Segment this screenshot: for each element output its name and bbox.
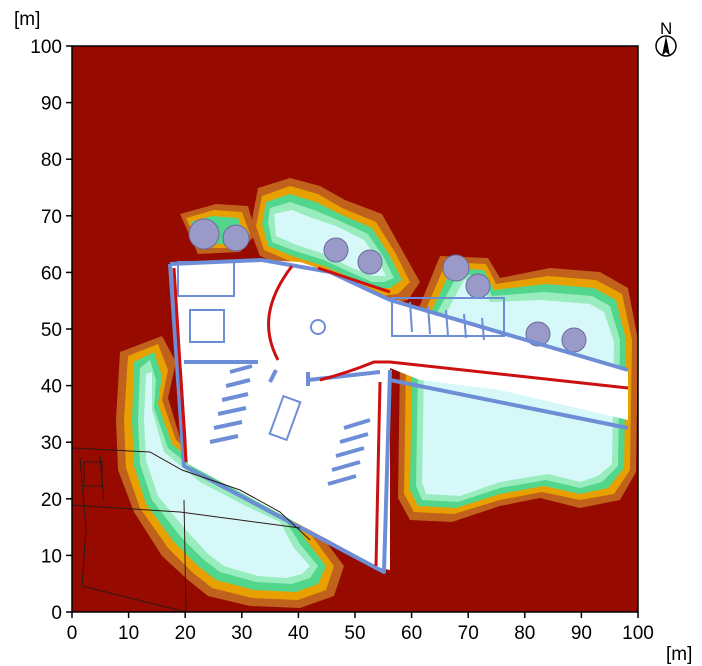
north-label: N bbox=[660, 19, 672, 38]
x-tick-label: 30 bbox=[231, 623, 252, 644]
y-tick-label: 70 bbox=[41, 207, 62, 228]
x-axis: 0 10 20 30 40 50 60 70 80 90 100 bbox=[67, 612, 654, 644]
building-details bbox=[177, 261, 505, 442]
x-tick-label: 50 bbox=[344, 623, 365, 644]
tree-icon bbox=[442, 254, 470, 282]
x-tick-label: 60 bbox=[401, 623, 422, 644]
y-tick-label: 100 bbox=[30, 37, 62, 58]
y-axis: 0 10 20 30 40 50 60 70 80 90 100 bbox=[30, 37, 72, 624]
building-area bbox=[170, 260, 628, 570]
x-tick-label: 20 bbox=[175, 623, 196, 644]
y-tick-label: 10 bbox=[41, 546, 62, 567]
tree-icon bbox=[323, 237, 349, 263]
y-tick-label: 90 bbox=[41, 94, 62, 115]
x-tick-label: 90 bbox=[571, 623, 592, 644]
y-tick-label: 30 bbox=[41, 433, 62, 454]
north-arrow-icon: N bbox=[655, 19, 677, 57]
y-tick-label: 40 bbox=[41, 377, 62, 398]
x-tick-label: 0 bbox=[67, 623, 78, 644]
tree-icon bbox=[465, 273, 491, 299]
tree-icon bbox=[222, 224, 250, 252]
x-tick-label: 70 bbox=[458, 623, 479, 644]
tree-icon bbox=[561, 327, 587, 353]
y-tick-label: 50 bbox=[41, 320, 62, 341]
y-tick-label: 80 bbox=[41, 150, 62, 171]
x-tick-label: 80 bbox=[514, 623, 535, 644]
x-tick-label: 100 bbox=[622, 623, 654, 644]
x-axis-unit: [m] bbox=[666, 644, 692, 665]
y-axis-unit: [m] bbox=[14, 9, 40, 30]
tree-icon bbox=[188, 218, 220, 250]
y-tick-label: 20 bbox=[41, 490, 62, 511]
y-tick-label: 60 bbox=[41, 263, 62, 284]
x-tick-label: 10 bbox=[118, 623, 139, 644]
y-tick-label: 0 bbox=[51, 603, 62, 624]
barriers bbox=[172, 265, 629, 567]
map-plot-area bbox=[72, 46, 638, 612]
terrain-outlines bbox=[72, 447, 311, 612]
trees bbox=[188, 218, 587, 353]
tree-icon bbox=[357, 249, 383, 275]
parking-lines bbox=[209, 364, 371, 486]
x-tick-label: 40 bbox=[288, 623, 309, 644]
